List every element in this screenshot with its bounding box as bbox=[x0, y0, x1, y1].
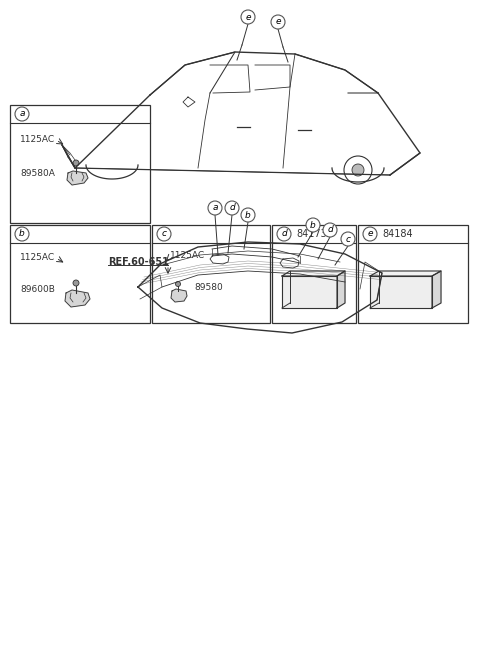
Circle shape bbox=[271, 15, 285, 29]
Text: 84184: 84184 bbox=[382, 229, 413, 239]
Text: b: b bbox=[310, 221, 316, 229]
Text: 1125AC: 1125AC bbox=[20, 253, 55, 263]
Text: a: a bbox=[212, 204, 218, 212]
Circle shape bbox=[277, 227, 291, 241]
Text: 89580A: 89580A bbox=[20, 168, 55, 178]
Circle shape bbox=[241, 208, 255, 222]
FancyBboxPatch shape bbox=[272, 225, 356, 323]
Text: d: d bbox=[229, 204, 235, 212]
Circle shape bbox=[15, 107, 29, 121]
Text: d: d bbox=[281, 229, 287, 238]
Text: c: c bbox=[161, 229, 167, 238]
FancyBboxPatch shape bbox=[358, 225, 468, 323]
Polygon shape bbox=[280, 258, 299, 268]
Circle shape bbox=[73, 160, 79, 166]
Text: e: e bbox=[245, 12, 251, 22]
Circle shape bbox=[157, 227, 171, 241]
Text: 89580: 89580 bbox=[194, 284, 223, 293]
Circle shape bbox=[98, 153, 126, 181]
Circle shape bbox=[323, 223, 337, 237]
Text: d: d bbox=[327, 225, 333, 234]
Text: c: c bbox=[346, 234, 350, 244]
Polygon shape bbox=[432, 271, 441, 308]
FancyBboxPatch shape bbox=[10, 225, 150, 323]
Circle shape bbox=[217, 250, 223, 255]
Text: REF.60-651: REF.60-651 bbox=[108, 257, 169, 267]
Polygon shape bbox=[370, 271, 441, 276]
Circle shape bbox=[208, 201, 222, 215]
Polygon shape bbox=[282, 276, 337, 308]
Polygon shape bbox=[67, 171, 88, 185]
Circle shape bbox=[106, 161, 118, 173]
Polygon shape bbox=[282, 271, 345, 276]
Circle shape bbox=[344, 156, 372, 184]
Circle shape bbox=[241, 10, 255, 24]
Text: 84173A: 84173A bbox=[296, 229, 334, 239]
Text: 1125AC: 1125AC bbox=[170, 250, 205, 259]
Circle shape bbox=[73, 280, 79, 286]
Text: 1125AC: 1125AC bbox=[20, 136, 55, 145]
Circle shape bbox=[288, 255, 292, 259]
Polygon shape bbox=[370, 276, 432, 308]
Circle shape bbox=[341, 232, 355, 246]
Text: 89600B: 89600B bbox=[20, 286, 55, 295]
Text: b: b bbox=[19, 229, 25, 238]
FancyBboxPatch shape bbox=[152, 225, 270, 323]
Polygon shape bbox=[65, 290, 90, 307]
Circle shape bbox=[306, 218, 320, 232]
Circle shape bbox=[363, 227, 377, 241]
Text: e: e bbox=[275, 18, 281, 26]
Circle shape bbox=[352, 164, 364, 176]
Polygon shape bbox=[210, 254, 229, 264]
Circle shape bbox=[15, 227, 29, 241]
Polygon shape bbox=[171, 289, 187, 302]
Polygon shape bbox=[337, 271, 345, 308]
Circle shape bbox=[225, 201, 239, 215]
Circle shape bbox=[176, 282, 180, 286]
FancyBboxPatch shape bbox=[10, 105, 150, 223]
Text: a: a bbox=[19, 109, 25, 119]
Text: b: b bbox=[245, 210, 251, 219]
Text: e: e bbox=[367, 229, 373, 238]
